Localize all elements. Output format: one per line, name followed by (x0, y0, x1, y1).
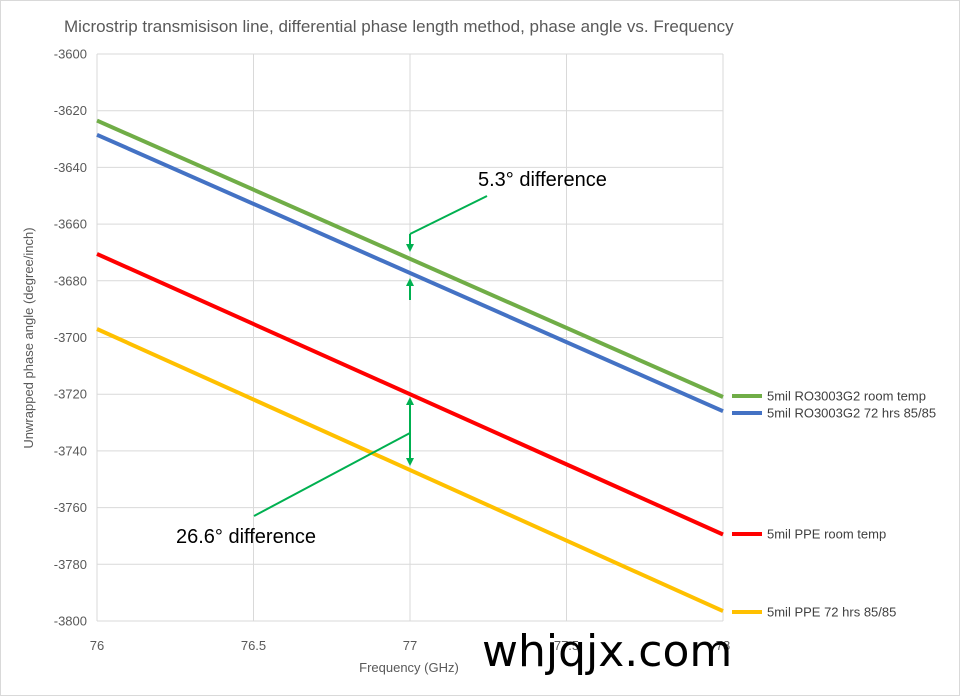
y-tick-label: -3720 (54, 387, 87, 402)
series-line-2 (96, 132, 724, 414)
annotation-2-label: 26.6° difference (176, 526, 316, 548)
annotation-arrowhead (406, 278, 414, 286)
y-tick-label: -3640 (54, 160, 87, 175)
chart-title: Microstrip transmisison line, differenti… (64, 17, 734, 36)
y-tick-label: -3600 (54, 47, 87, 62)
annotation-1-label: 5.3° difference (478, 169, 607, 191)
series-line-1 (96, 118, 724, 399)
x-tick-label: 77 (403, 638, 417, 653)
y-tick-label: -3740 (54, 443, 87, 458)
x-tick-label: 76.5 (241, 638, 266, 653)
annotation-arrows (406, 234, 414, 466)
y-tick-label: -3620 (54, 103, 87, 118)
legend: 5mil RO3003G2 room temp 5mil RO3003G2 72 … (732, 389, 936, 620)
x-tick-label: 77.5 (554, 638, 579, 653)
x-tick-label: 76 (90, 638, 104, 653)
y-tick-label: -3760 (54, 500, 87, 515)
x-axis-title: Frequency (GHz) (359, 660, 459, 675)
series-lines (96, 118, 724, 613)
y-axis-title: Unwrapped phase angle (degree/inch) (21, 227, 36, 448)
annotations: 5.3° difference 26.6° difference (176, 169, 607, 548)
legend-label-4: 5mil PPE 72 hrs 85/85 (767, 605, 896, 620)
annotation-arrowhead (406, 397, 414, 405)
annotation-1-pointer (409, 195, 488, 235)
series-line-4 (96, 327, 724, 613)
x-tick-labels: 76 76.5 77 77.5 78 (90, 638, 730, 653)
watermark: whjqjx.com (482, 626, 732, 677)
x-tick-label: 78 (716, 638, 730, 653)
legend-label-3: 5mil PPE room temp (767, 527, 886, 542)
annotation-arrowhead (406, 244, 414, 252)
y-tick-label: -3680 (54, 273, 87, 288)
legend-label-2: 5mil RO3003G2 72 hrs 85/85 (767, 406, 936, 421)
y-tick-label: -3800 (54, 614, 87, 629)
grid (96, 53, 724, 622)
legend-label-1: 5mil RO3003G2 room temp (767, 389, 926, 404)
series-line-3 (96, 252, 724, 537)
y-tick-label: -3660 (54, 217, 87, 232)
annotation-arrowhead (406, 458, 414, 466)
y-tick-label: -3700 (54, 330, 87, 345)
y-tick-label: -3780 (54, 557, 87, 572)
y-tick-labels: -3600 -3620 -3640 -3660 -3680 -3700 -3720 -3740… (54, 47, 87, 629)
annotation-2-pointer (253, 432, 411, 517)
